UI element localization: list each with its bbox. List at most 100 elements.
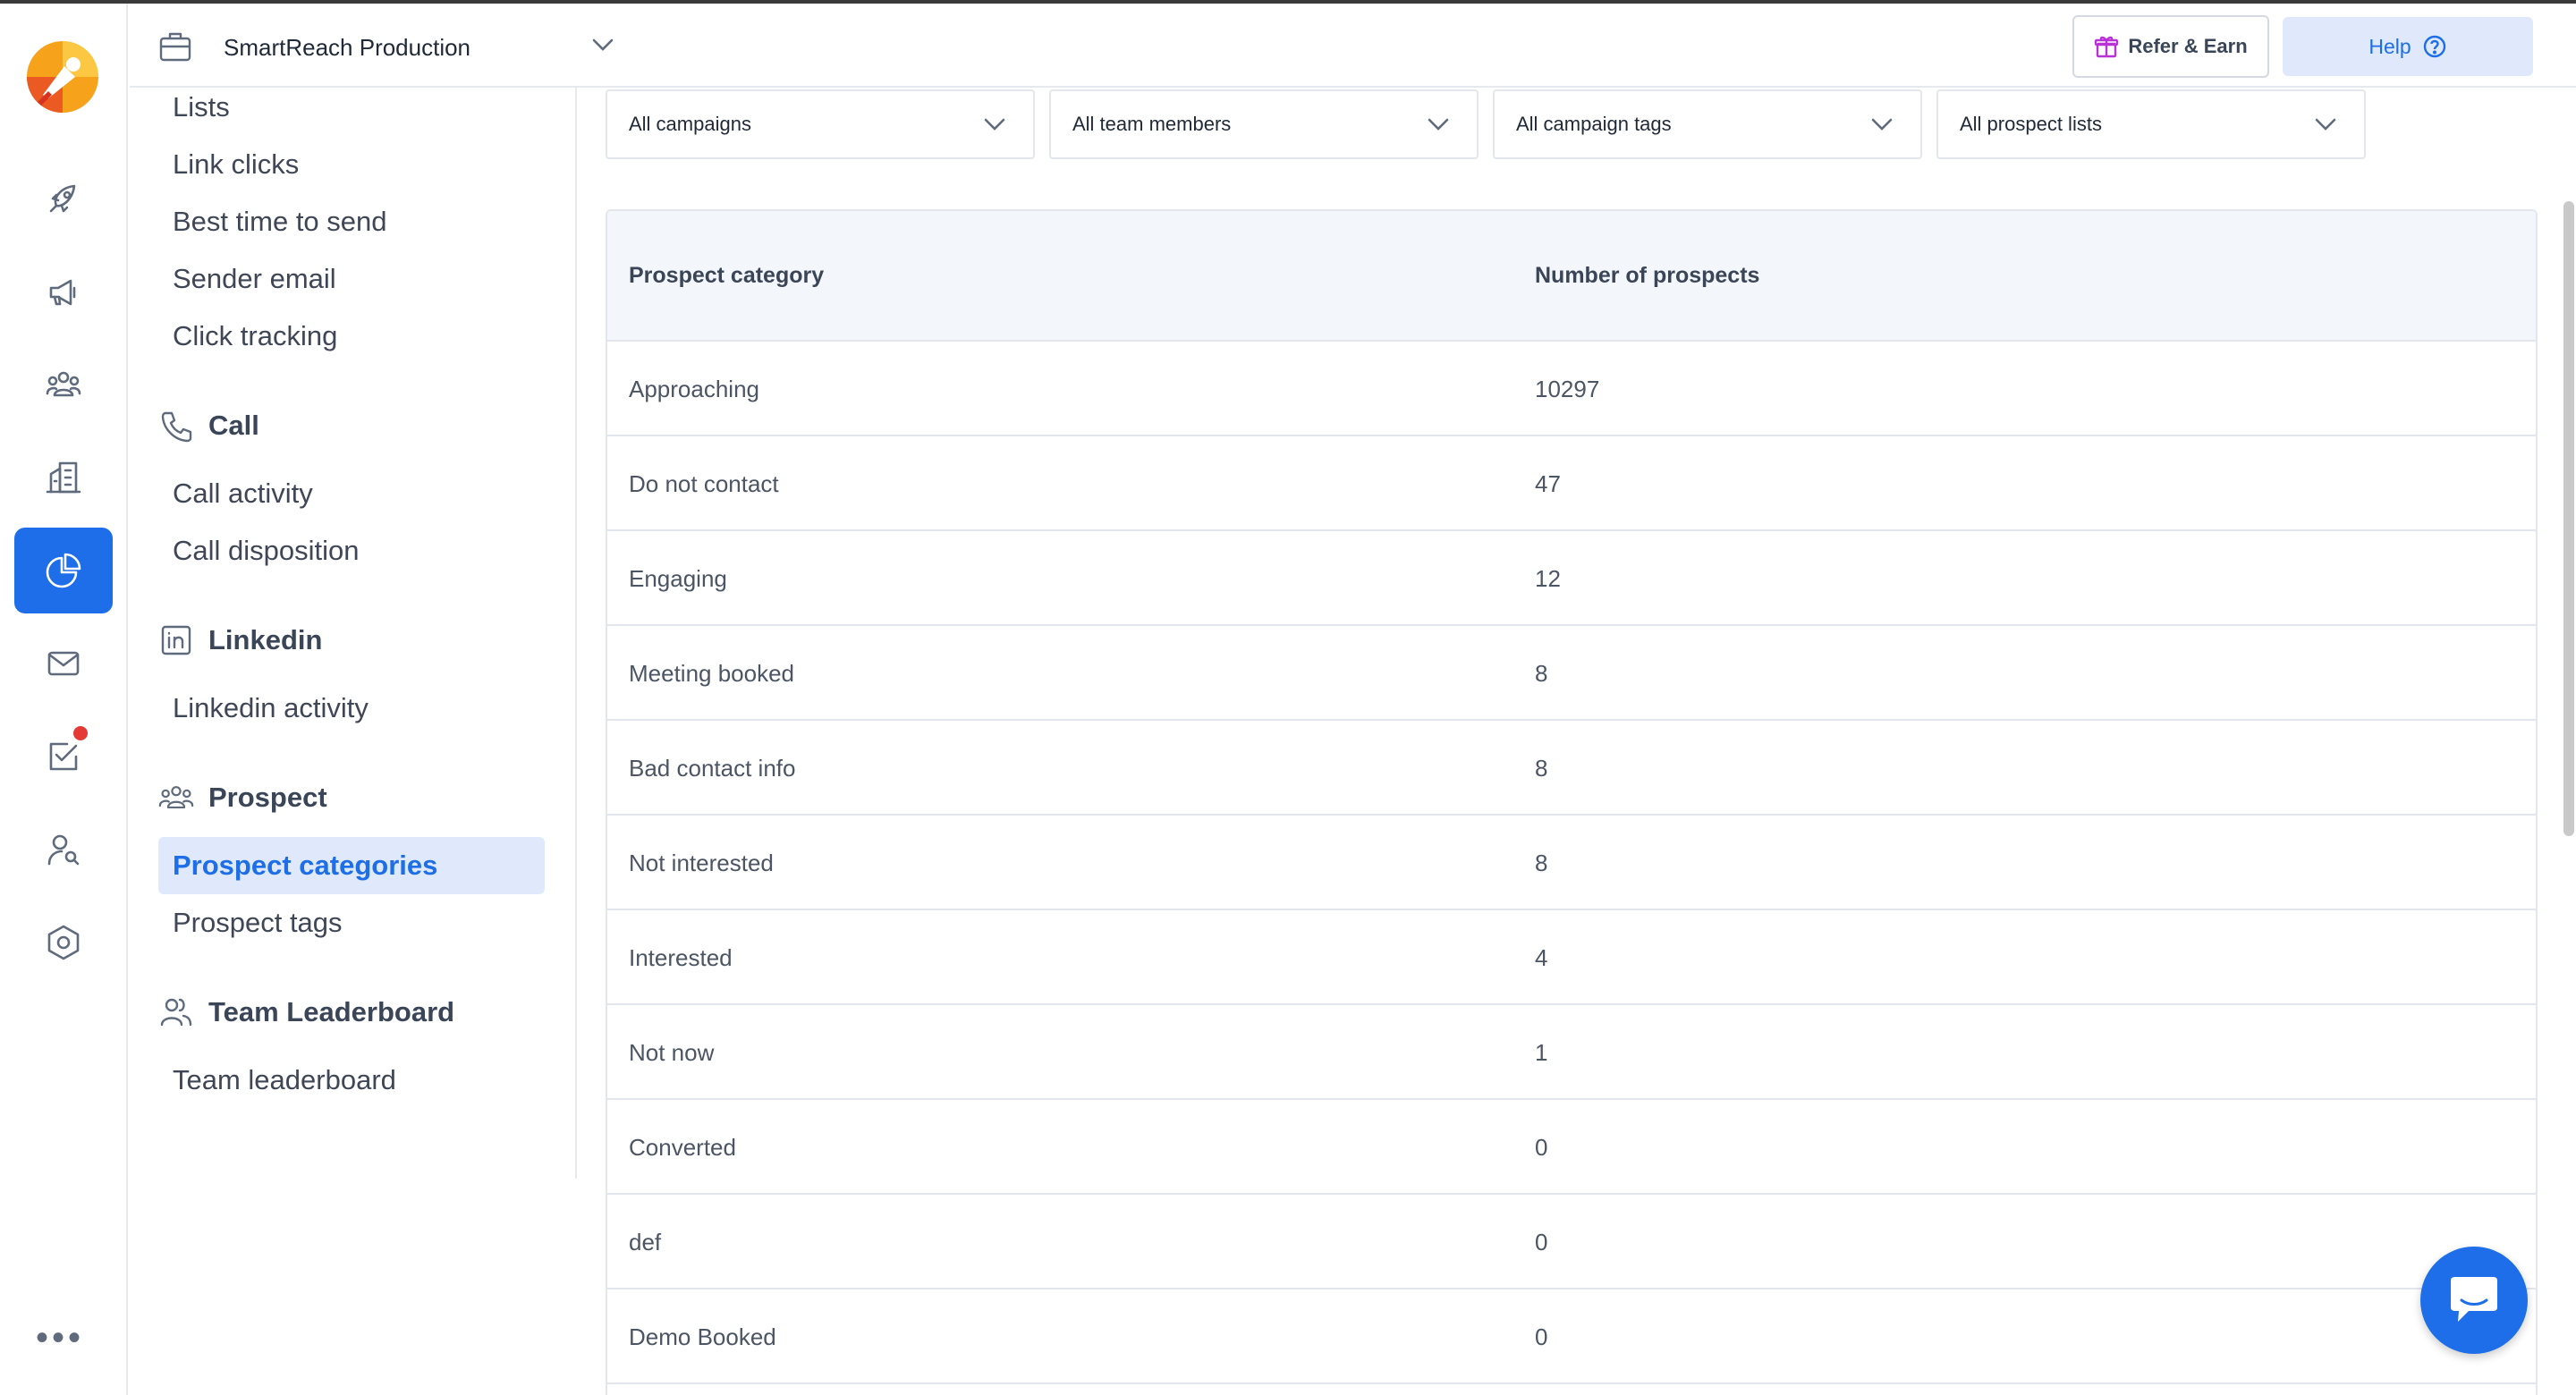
count-cell: 8 bbox=[1535, 755, 1548, 782]
category-cell: Demo Booked bbox=[629, 1323, 776, 1350]
smartreach-logo[interactable] bbox=[25, 39, 100, 114]
nav-tasks-button[interactable] bbox=[14, 714, 113, 799]
table-row: Interested 4 bbox=[607, 910, 2536, 1005]
subnav-item-call-disposition[interactable]: Call disposition bbox=[173, 535, 360, 566]
users-icon bbox=[158, 786, 194, 809]
subnav-item-prospect-categories[interactable]: Prospect categories bbox=[173, 850, 438, 881]
table-row: Demo Booked 0 bbox=[607, 1289, 2536, 1384]
count-cell: 10297 bbox=[1535, 376, 1600, 402]
subnav-heading-prospect: Prospect bbox=[208, 782, 327, 813]
more-icon[interactable]: ••• bbox=[36, 1318, 85, 1357]
chevron-down-icon bbox=[984, 118, 1005, 131]
table-row: Engaging 12 bbox=[607, 531, 2536, 626]
refer-earn-button[interactable]: Refer & Earn bbox=[2072, 15, 2269, 78]
nav-inbox-button[interactable] bbox=[14, 621, 113, 706]
prospect-category-table: Prospect category Number of prospects Ap… bbox=[606, 209, 2538, 1395]
table-row: def 0 bbox=[607, 1195, 2536, 1289]
table-row: Do not contact 47 bbox=[607, 436, 2536, 531]
column-header-number-of-prospects[interactable]: Number of prospects bbox=[1535, 263, 1760, 288]
help-label: Help bbox=[2368, 34, 2411, 58]
table-row: Bad contact info 8 bbox=[607, 721, 2536, 816]
team-member-filter-value: All team members bbox=[1072, 113, 1232, 135]
nav-campaigns-button[interactable] bbox=[14, 156, 113, 241]
count-cell: 0 bbox=[1535, 1323, 1548, 1350]
task-check-icon bbox=[49, 742, 78, 771]
table-row: Meeting booked 8 bbox=[607, 626, 2536, 721]
campaign-filter-select[interactable]: All campaigns bbox=[606, 89, 1035, 159]
subnav-item-linkedin-activity[interactable]: Linkedin activity bbox=[173, 692, 369, 723]
subnav-item-team-leaderboard[interactable]: Team leaderboard bbox=[173, 1064, 396, 1095]
prospect-list-filter-select[interactable]: All prospect lists bbox=[1936, 89, 2366, 159]
category-cell: Converted bbox=[629, 1134, 736, 1161]
prospect-list-filter-value: All prospect lists bbox=[1960, 113, 2102, 135]
count-cell: 1 bbox=[1535, 1039, 1548, 1066]
linkedin-icon bbox=[161, 625, 191, 655]
top-header: SmartReach Production Refer & Earn Help bbox=[130, 4, 2576, 88]
user-search-icon bbox=[47, 834, 80, 866]
nav-prospects-button[interactable] bbox=[14, 342, 113, 427]
briefcase-icon bbox=[159, 32, 191, 62]
nav-prospect-search-button[interactable] bbox=[14, 807, 113, 892]
campaign-tag-filter-value: All campaign tags bbox=[1516, 113, 1672, 135]
subnav-active-highlight bbox=[158, 837, 545, 894]
campaign-tag-filter-select[interactable]: All campaign tags bbox=[1493, 89, 1922, 159]
column-header-prospect-category[interactable]: Prospect category bbox=[629, 263, 825, 288]
app-rail: ••• bbox=[0, 4, 128, 1395]
table-row: Not now 1 bbox=[607, 1005, 2536, 1100]
subnav-heading-team-leaderboard: Team Leaderboard bbox=[208, 996, 455, 1027]
count-cell: 47 bbox=[1535, 470, 1561, 497]
subnav-item-lists[interactable]: Lists bbox=[173, 91, 230, 123]
notification-dot bbox=[73, 726, 88, 740]
subnav-section-call: Call bbox=[158, 408, 259, 444]
phone-icon bbox=[161, 411, 192, 443]
gift-icon bbox=[2095, 36, 2119, 58]
category-cell: Meeting booked bbox=[629, 660, 795, 687]
chevron-down-icon bbox=[1428, 118, 1449, 131]
chevron-down-icon[interactable] bbox=[590, 36, 615, 54]
category-cell: Interested bbox=[629, 944, 733, 971]
subnav-item-prospect-tags[interactable]: Prospect tags bbox=[173, 907, 343, 938]
rocket-icon bbox=[49, 184, 76, 213]
table-header: Prospect category Number of prospects bbox=[607, 211, 2536, 342]
refer-earn-label: Refer & Earn bbox=[2128, 35, 2248, 57]
subnav-item-click-tracking[interactable]: Click tracking bbox=[173, 320, 338, 351]
reports-subnav: Lists Link clicks Best time to send Send… bbox=[130, 88, 577, 1179]
subnav-item-call-activity[interactable]: Call activity bbox=[173, 478, 313, 509]
window-top-border bbox=[0, 0, 2576, 4]
subnav-section-linkedin: Linkedin bbox=[158, 622, 322, 658]
category-cell: Bad contact info bbox=[629, 755, 796, 782]
nav-reports-button[interactable] bbox=[14, 528, 113, 613]
subnav-item-link-clicks[interactable]: Link clicks bbox=[173, 148, 300, 180]
help-circle-icon bbox=[2423, 35, 2445, 58]
team-member-filter-select[interactable]: All team members bbox=[1049, 89, 1479, 159]
subnav-item-best-time-to-send[interactable]: Best time to send bbox=[173, 206, 387, 237]
campaign-filter-value: All campaigns bbox=[629, 113, 751, 135]
megaphone-icon bbox=[49, 279, 76, 306]
subnav-item-sender-email[interactable]: Sender email bbox=[173, 263, 336, 294]
subnav-section-prospect: Prospect bbox=[158, 780, 327, 816]
chat-bubble-icon bbox=[2451, 1277, 2497, 1322]
category-cell: Do not contact bbox=[629, 470, 779, 497]
help-button[interactable]: Help bbox=[2283, 17, 2533, 76]
count-cell: 8 bbox=[1535, 660, 1548, 687]
chevron-down-icon bbox=[1871, 118, 1893, 131]
nav-settings-button[interactable] bbox=[14, 900, 113, 985]
settings-hexagon-icon bbox=[47, 925, 80, 960]
page-scrollbar-thumb[interactable] bbox=[2563, 201, 2574, 836]
pie-chart-icon bbox=[46, 553, 81, 588]
building-icon bbox=[46, 461, 81, 494]
user-group-icon bbox=[160, 998, 192, 1027]
table-row: Not interested 8 bbox=[607, 816, 2536, 910]
category-cell: Not interested bbox=[629, 850, 774, 876]
chat-launcher-button[interactable] bbox=[2420, 1247, 2528, 1354]
nav-announcements-button[interactable] bbox=[14, 249, 113, 334]
chevron-down-icon bbox=[2315, 118, 2336, 131]
subnav-heading-call: Call bbox=[208, 410, 259, 441]
table-row: Approaching 10297 bbox=[607, 342, 2536, 436]
users-icon bbox=[46, 371, 81, 397]
nav-accounts-button[interactable] bbox=[14, 435, 113, 520]
workspace-name[interactable]: SmartReach Production bbox=[224, 34, 471, 61]
category-cell: def bbox=[629, 1229, 662, 1256]
count-cell: 8 bbox=[1535, 850, 1548, 876]
count-cell: 12 bbox=[1535, 565, 1561, 592]
